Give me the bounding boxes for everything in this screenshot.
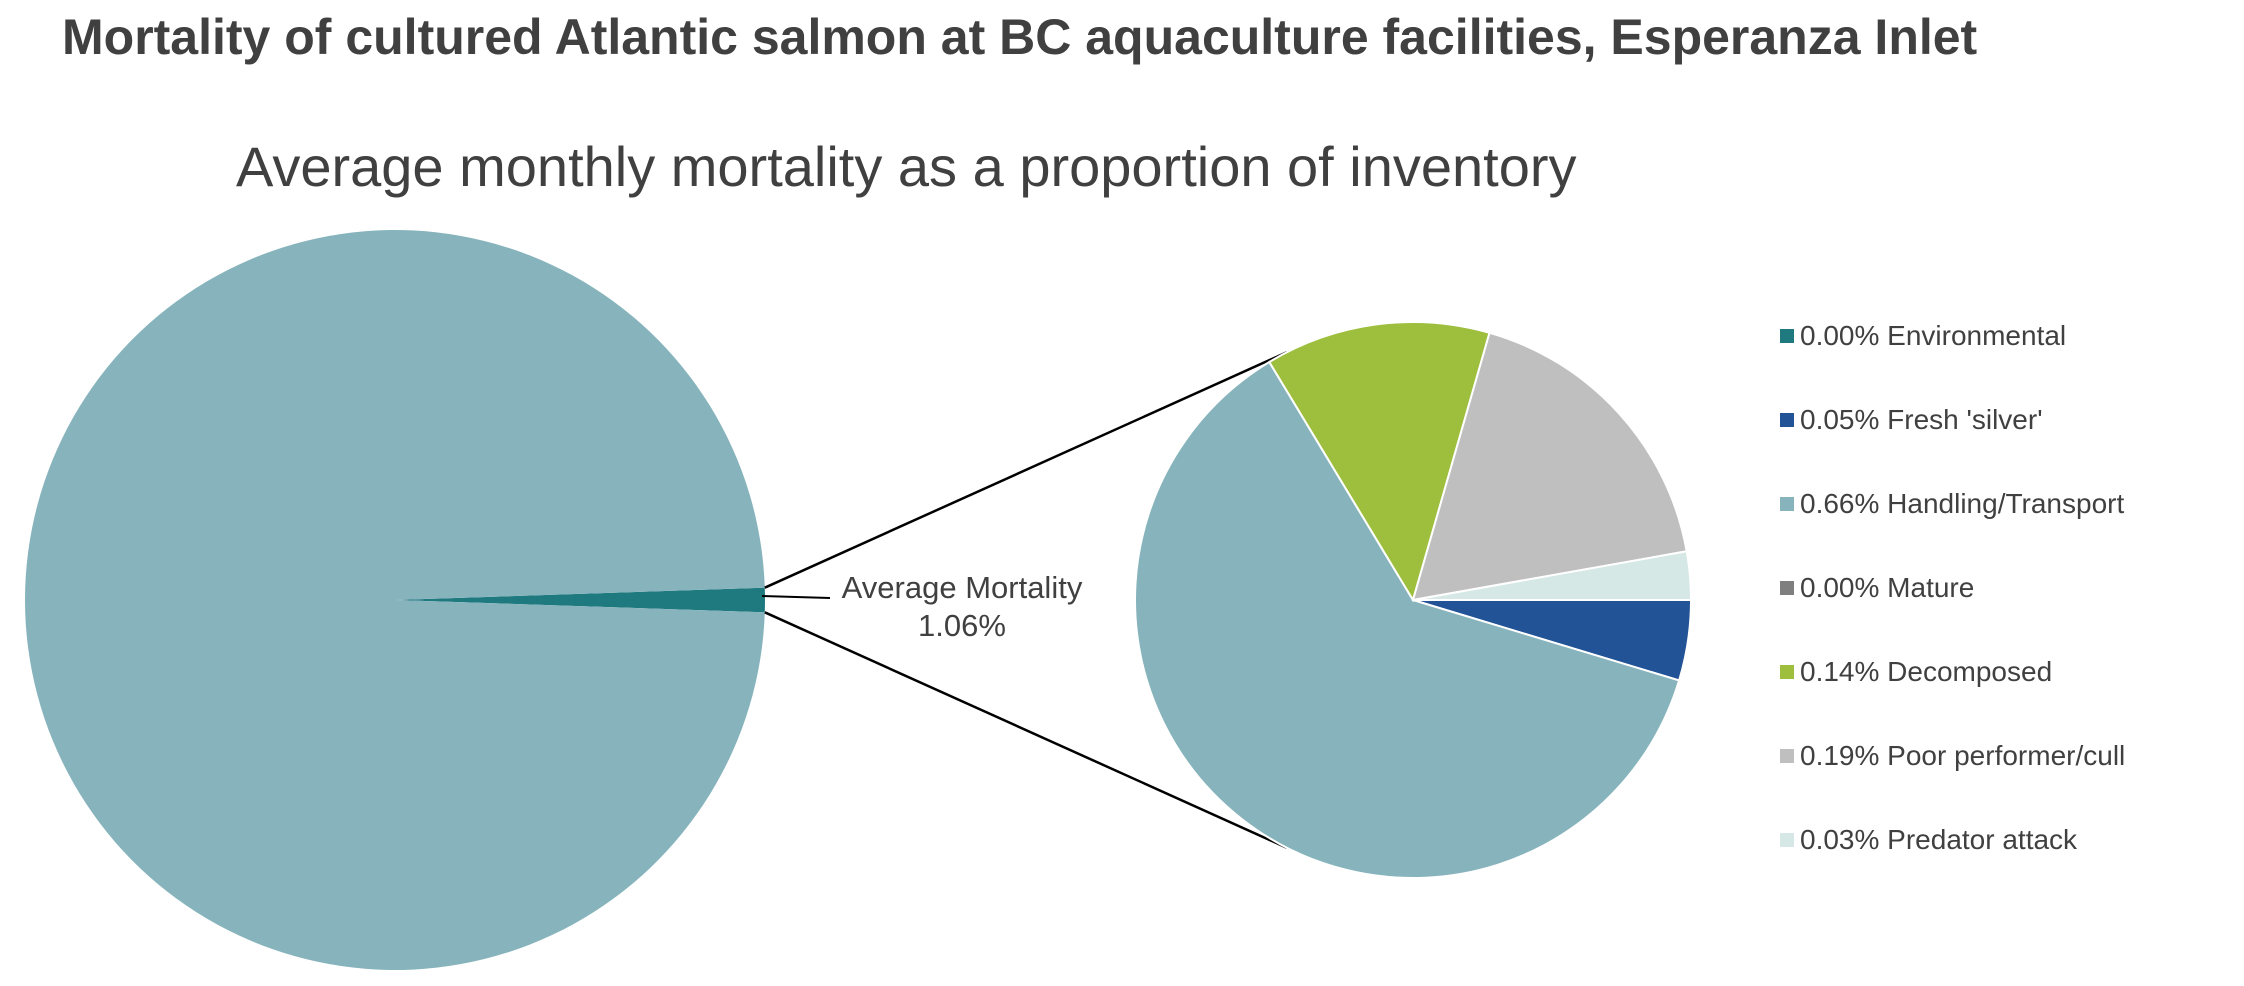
legend-label: 0.03% Predator attack bbox=[1800, 824, 2078, 855]
legend-item: 0.05% Fresh 'silver' bbox=[1780, 400, 2043, 440]
legend-label: 0.66% Handling/Transport bbox=[1800, 488, 2125, 519]
secondary-pie bbox=[1134, 321, 1693, 879]
legend-label: 0.05% Fresh 'silver' bbox=[1800, 404, 2043, 435]
chart-subtitle: Average monthly mortality as a proportio… bbox=[236, 135, 1577, 198]
legend-swatch bbox=[1780, 749, 1794, 763]
legend-swatch bbox=[1780, 413, 1794, 427]
legend-item: 0.14% Decomposed bbox=[1780, 652, 2052, 692]
legend-label: 0.14% Decomposed bbox=[1800, 656, 2053, 687]
legend-label: 0.00% Mature bbox=[1800, 572, 1975, 603]
legend-swatch bbox=[1780, 581, 1794, 595]
primary-slice-average-mortality bbox=[395, 587, 766, 613]
legend-label: 0.19% Poor performer/cull bbox=[1800, 740, 2126, 771]
secondary-slice-handling-transport bbox=[1134, 360, 1681, 879]
legend-item: 0.19% Poor performer/cull bbox=[1780, 736, 2125, 776]
secondary-slice-poor-performer-cull bbox=[1411, 331, 1688, 602]
connector-lines bbox=[764, 351, 1288, 849]
primary-pie bbox=[24, 229, 766, 970]
callout-label-name: Average Mortality bbox=[842, 570, 1083, 605]
callout-label: Average Mortality 1.06% bbox=[761, 570, 1083, 643]
callout-label-value: 1.06% bbox=[918, 608, 1006, 643]
secondary-slice-decomposed bbox=[1267, 321, 1491, 603]
primary-slice-remainder bbox=[24, 229, 765, 970]
connector-line-bottom bbox=[764, 611, 1288, 849]
chart-title: Mortality of cultured Atlantic salmon at… bbox=[62, 9, 1978, 65]
connector-line-top bbox=[764, 351, 1288, 589]
legend-item: 0.66% Handling/Transport bbox=[1780, 484, 2124, 524]
legend-swatch bbox=[1780, 833, 1794, 847]
legend-swatch bbox=[1780, 497, 1794, 511]
legend-swatch bbox=[1780, 329, 1794, 343]
callout-leader-line bbox=[761, 595, 831, 599]
legend-swatch bbox=[1780, 665, 1794, 679]
secondary-slice-predator-attack bbox=[1412, 550, 1693, 601]
legend-item: 0.00% Mature bbox=[1780, 568, 1974, 608]
legend-item: 0.03% Predator attack bbox=[1780, 820, 2077, 860]
legend-label: 0.00% Environmental bbox=[1800, 320, 2067, 351]
legend-item: 0.00% Environmental bbox=[1780, 316, 2066, 356]
